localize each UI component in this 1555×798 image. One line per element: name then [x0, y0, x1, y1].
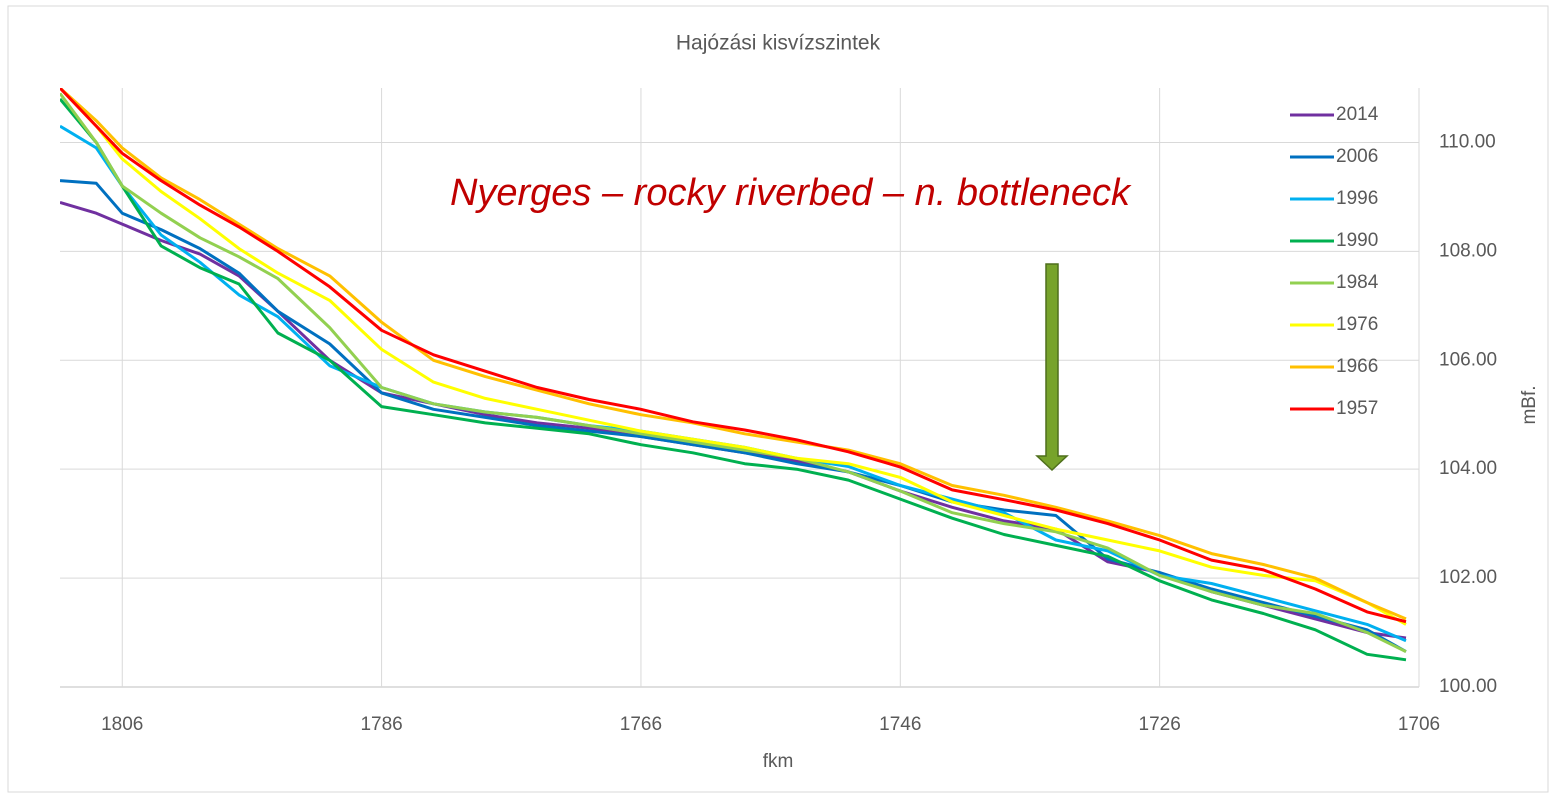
y-tick-label: 106.00 — [1439, 349, 1497, 370]
x-tick-label: 1746 — [879, 714, 921, 735]
chart-border — [7, 5, 1549, 793]
legend-label: 1990 — [1336, 230, 1378, 251]
chart-title: Hajózási kisvízszintek — [676, 32, 881, 55]
legend-label: 1976 — [1336, 314, 1378, 335]
legend-label: 1966 — [1336, 356, 1378, 377]
y-tick-label: 110.00 — [1439, 131, 1496, 152]
legend-label: 2014 — [1336, 104, 1379, 125]
y-tick-label: 100.00 — [1439, 676, 1497, 697]
series-line — [60, 88, 1407, 626]
y-tick-label: 108.00 — [1439, 240, 1497, 261]
legend-label: 1996 — [1336, 188, 1378, 209]
series-line — [60, 92, 1407, 653]
x-tick-label: 1726 — [1139, 714, 1181, 735]
legend-label: 2006 — [1336, 146, 1378, 167]
y-axis-label: mBf. — [1519, 385, 1540, 424]
x-tick-label: 1806 — [101, 714, 143, 735]
x-tick-label: 1706 — [1398, 714, 1440, 735]
legend-label: 1957 — [1336, 398, 1378, 419]
y-tick-label: 104.00 — [1439, 458, 1497, 479]
series-line — [60, 88, 1407, 624]
series-line — [60, 97, 1407, 662]
annotation: Nyerges – rocky riverbed – n. bottleneck — [450, 172, 1132, 214]
legend-label: 1984 — [1336, 272, 1379, 293]
plot: 100.00 102.00 104.00 106.00 108.00 110.00 1806… — [60, 88, 1497, 735]
arrow — [1035, 263, 1069, 472]
x-tick-label: 1786 — [360, 714, 402, 735]
y-tick-label: 102.00 — [1439, 567, 1497, 588]
x-tick-label: 1766 — [620, 714, 662, 735]
x-axis-label: fkm — [763, 751, 794, 772]
